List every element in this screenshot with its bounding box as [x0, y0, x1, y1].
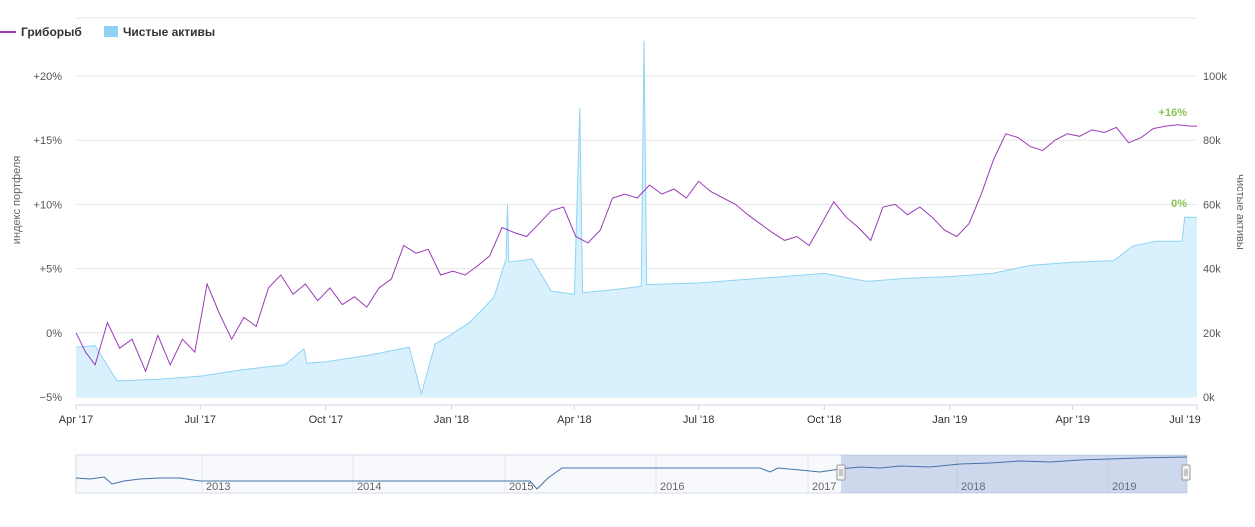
y-left-tick-label: +5%: [40, 264, 63, 276]
y-left-tick-label: +10%: [34, 199, 63, 211]
net-assets-fill: [76, 40, 1197, 397]
x-tick-label: Jul '19: [1169, 414, 1200, 426]
x-tick-label: Apr '18: [557, 414, 592, 426]
navigator-year-label: 2015: [509, 481, 533, 493]
navigator[interactable]: 2013 2014 2015 2016 2017 2018 2019: [75, 454, 1191, 494]
navigator-year-label: 2017: [812, 481, 836, 493]
portfolio-index-path: [75, 124, 1197, 373]
legend-label: Чистые активы: [123, 25, 215, 39]
navigator-track[interactable]: [75, 454, 1188, 494]
navigator-handle-right[interactable]: [1181, 464, 1191, 481]
x-tick-label: Apr '17: [59, 414, 94, 426]
y-left-tick-label: −5%: [40, 392, 63, 404]
y-right-tick-label: 80k: [1203, 135, 1221, 147]
axes: Apr '17 Jul '17 Oct '17 Jan '18 Apr '18 Jul '…: [11, 71, 1246, 426]
net-assets-outline: [75, 40, 1197, 396]
y-left-tick-label: +15%: [34, 135, 63, 147]
navigator-year-label: 2018: [961, 481, 985, 493]
y-right-tick-label: 60k: [1203, 199, 1221, 211]
legend: Гриборыб Чистые активы: [0, 25, 215, 39]
legend-area-swatch: [104, 26, 118, 37]
navigator-year-label: 2016: [660, 481, 684, 493]
x-tick-label: Oct '18: [807, 414, 842, 426]
legend-label: Гриборыб: [21, 25, 82, 39]
navigator-series: [75, 456, 1188, 490]
x-tick-label: Jan '18: [434, 414, 469, 426]
end-labels: +16% 0%: [1159, 107, 1188, 210]
navigator-year-label: 2014: [357, 481, 381, 493]
y-right-tick-label: 20k: [1203, 328, 1221, 340]
navigator-handle-left[interactable]: [836, 464, 846, 481]
legend-item-net-assets[interactable]: Чистые активы: [104, 25, 215, 39]
net-assets-area: [75, 40, 1197, 397]
x-tick-label: Apr '19: [1055, 414, 1090, 426]
y-left-tick-label: +20%: [34, 71, 63, 83]
portfolio-index-line: [75, 124, 1197, 373]
y-right-tick-label: 100k: [1203, 71, 1227, 83]
navigator-year-label: 2019: [1112, 481, 1136, 493]
x-tick-label: Jul '18: [683, 414, 714, 426]
x-tick-label: Jul '17: [185, 414, 216, 426]
y-left-title: индекс портфеля: [11, 156, 23, 244]
navigator-selection[interactable]: [841, 455, 1187, 493]
x-tick-label: Jan '19: [932, 414, 967, 426]
y-left-tick-label: 0%: [46, 328, 62, 340]
y-right-tick-label: 40k: [1203, 264, 1221, 276]
portfolio-end-label: +16%: [1159, 107, 1188, 119]
legend-item-portfolio[interactable]: Гриборыб: [0, 25, 82, 39]
x-tick-label: Oct '17: [309, 414, 344, 426]
y-right-tick-label: 0k: [1203, 392, 1215, 404]
y-right-title: чистые активы: [1234, 174, 1246, 250]
net-assets-end-label: 0%: [1171, 198, 1187, 210]
navigator-year-label: 2013: [206, 481, 230, 493]
